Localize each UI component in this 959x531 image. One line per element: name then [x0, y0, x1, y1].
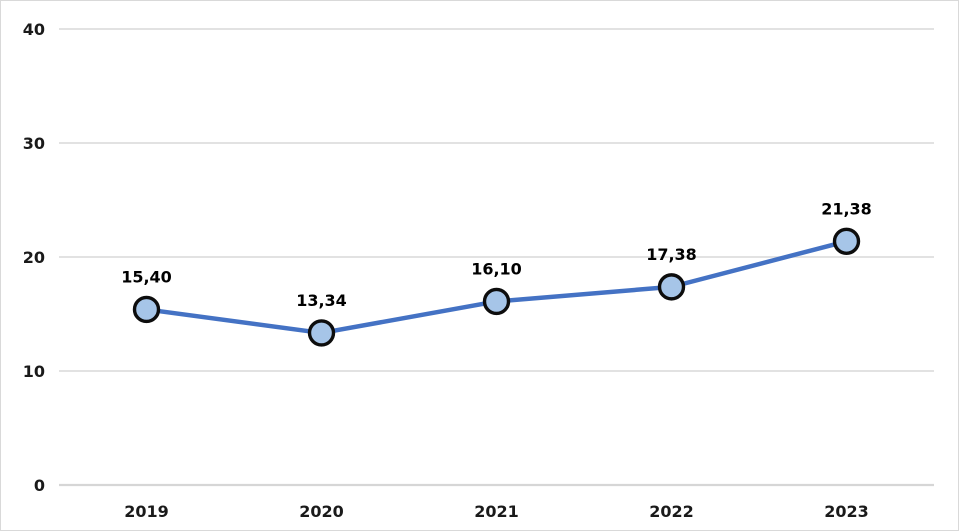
y-axis-tick-label: 0 [34, 476, 45, 495]
y-axis-tick-label: 40 [23, 20, 45, 39]
data-point-marker [307, 319, 336, 347]
x-axis-tick-label: 2019 [124, 502, 169, 521]
series-line [144, 239, 849, 336]
y-axis-tick-label: 10 [23, 362, 45, 381]
data-point-label: 13,34 [296, 291, 347, 310]
data-point-marker [832, 227, 861, 255]
data-point-marker [482, 287, 511, 316]
x-axis-tick-label: 2021 [474, 502, 519, 521]
x-axis-tick-label: 2023 [824, 502, 869, 521]
data-point-marker [657, 273, 686, 301]
data-point-marker [132, 295, 161, 324]
data-point-label: 21,38 [821, 199, 872, 218]
data-point-label: 16,10 [471, 259, 522, 278]
data-point-label: 15,40 [121, 267, 172, 286]
data-point-label: 17,38 [646, 245, 697, 264]
x-axis-tick-label: 2020 [299, 502, 344, 521]
x-axis-tick-label: 2022 [649, 502, 694, 521]
y-axis-tick-label: 20 [23, 248, 45, 267]
y-axis-tick-label: 30 [23, 134, 45, 153]
